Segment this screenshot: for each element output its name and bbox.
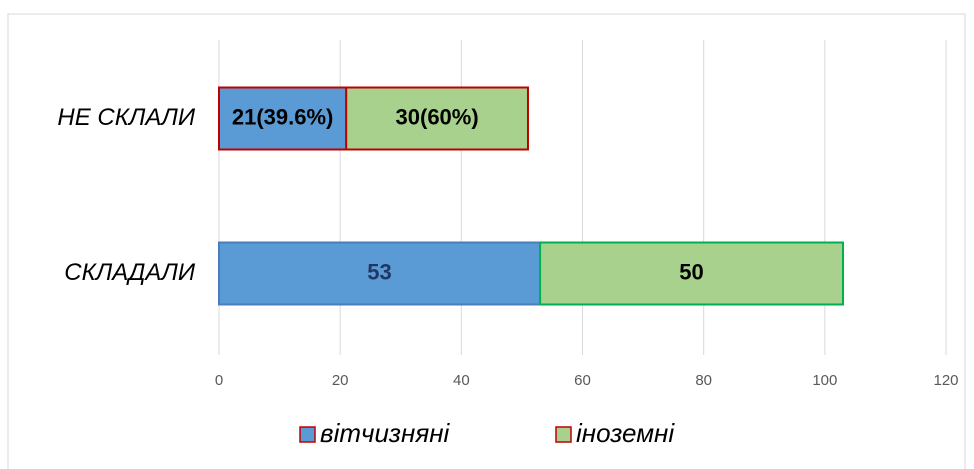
x-tick-label: 100 [812,372,837,389]
x-tick-label: 20 [332,372,349,389]
category-label: СКЛАДАЛИ [64,259,196,286]
data-label: 50 [679,259,703,284]
legend-label: вітчизняні [320,418,451,448]
category-label: НЕ СКЛАЛИ [57,104,195,131]
x-tick-label: 60 [574,372,591,389]
legend-swatch [555,426,572,443]
data-label: 53 [367,259,391,284]
x-tick-label: 40 [453,372,470,389]
legend-label: іноземні [576,418,675,448]
x-tick-label: 0 [215,372,223,389]
legend-swatch [299,426,316,443]
chart-frame [7,13,966,469]
x-tick-label: 80 [695,372,712,389]
data-label: 21(39.6%) [232,104,334,129]
bar-segment [539,241,845,306]
x-tick-label: 120 [933,372,958,389]
bar-segment [218,86,348,151]
bar-segment [345,86,529,151]
data-label: 30(60%) [396,104,479,129]
